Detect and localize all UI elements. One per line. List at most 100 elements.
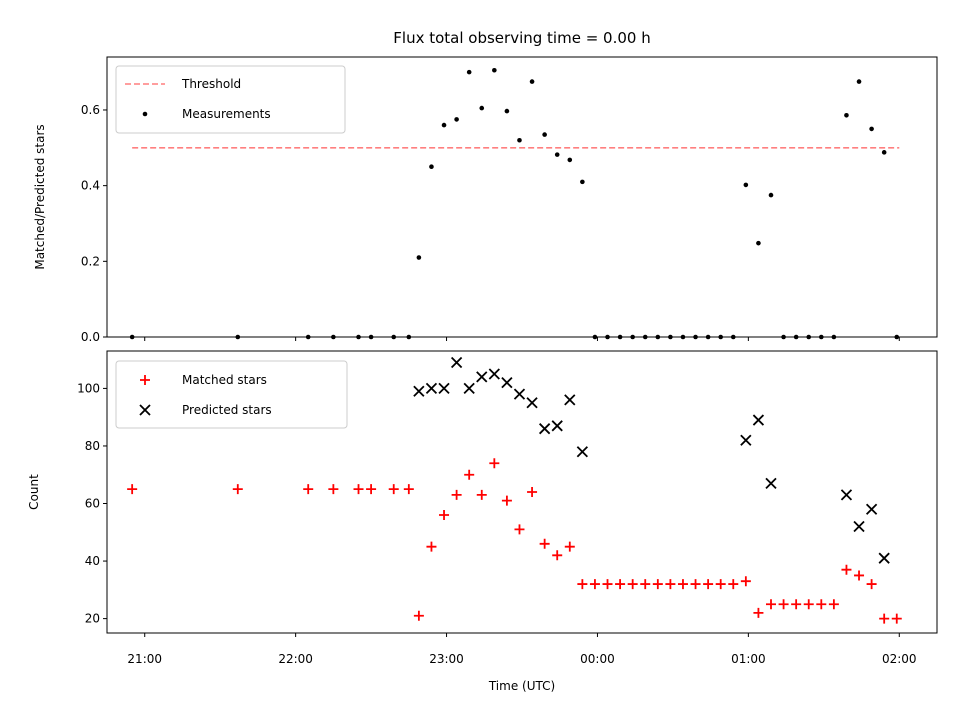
matched-star-point — [589, 579, 600, 590]
predicted-star-point — [564, 394, 576, 406]
matched-star-point — [690, 579, 701, 590]
predicted-star-point — [576, 446, 589, 458]
top-panel: 0.0 0.2 0.4 0.6 Threshold Measurements — [81, 56, 938, 344]
bottom-legend-box — [115, 360, 348, 429]
measurement-point — [869, 126, 874, 132]
matched-star-point — [388, 484, 399, 495]
matched-star-point — [778, 599, 789, 610]
matched-star-point — [426, 541, 437, 552]
measurement-point — [441, 122, 447, 128]
x-tick-label: 22:00 — [278, 652, 313, 666]
legend-matched-swatch — [140, 375, 150, 385]
legend-predicted-swatch — [139, 404, 151, 416]
top-y-tick-label: 0.0 — [81, 330, 100, 344]
x-tick-label: 21:00 — [127, 652, 162, 666]
matched-star-point — [854, 570, 865, 581]
matched-star-point — [803, 599, 814, 610]
predicted-star-point — [853, 520, 865, 533]
x-tick-label: 00:00 — [580, 652, 615, 666]
top-legend: Threshold Measurements — [115, 65, 346, 134]
matched-star-point — [439, 510, 450, 521]
matched-star-point — [753, 607, 764, 618]
matched-star-point — [866, 579, 877, 590]
matched-star-point — [841, 564, 852, 575]
measurement-point — [492, 67, 497, 73]
matched-star-point — [552, 550, 563, 561]
matched-star-point — [665, 579, 676, 590]
predicted-star-point — [413, 385, 425, 397]
measurement-point — [542, 132, 547, 137]
measurement-point — [529, 79, 535, 84]
matched-star-point — [703, 579, 714, 590]
predicted-star-point — [501, 377, 513, 389]
predicted-star-point — [463, 382, 475, 395]
x-tick-label: 01:00 — [731, 652, 766, 666]
matched-star-point — [652, 579, 663, 590]
matched-star-point — [816, 599, 827, 610]
bottom-y-tick-label: 80 — [85, 439, 100, 453]
predicted-star-point — [865, 503, 878, 515]
measurement-point — [454, 117, 459, 122]
matched-star-point — [791, 599, 802, 610]
bottom-plot-frame — [106, 350, 938, 634]
top-legend-box — [115, 65, 346, 134]
matched-star-point — [127, 484, 138, 495]
chart-title: Flux total observing time = 0.00 h — [393, 29, 650, 47]
matched-star-point — [740, 576, 751, 587]
matched-star-point — [766, 599, 776, 610]
legend-measurements-swatch — [142, 111, 148, 117]
top-y-tick-label: 0.4 — [81, 179, 100, 193]
matched-star-point — [514, 524, 525, 535]
x-axis-label: Time (UTC) — [488, 679, 555, 693]
predicted-star-point — [538, 423, 551, 435]
measurement-point — [554, 152, 560, 157]
matched-star-point — [501, 495, 512, 506]
matched-star-point — [527, 487, 538, 497]
top-plot-frame — [106, 56, 938, 338]
measurement-point — [429, 164, 434, 170]
bottom-y-axis-label: Count — [27, 474, 41, 510]
measurement-point — [416, 255, 422, 260]
predicted-star-point — [488, 368, 500, 380]
matched-star-point — [879, 613, 890, 624]
legend-measurements-label: Measurements — [182, 107, 271, 121]
bottom-panel: 20 40 60 80 100 21:00 22:00 23:00 00:00 01:00 02:0… — [77, 350, 938, 666]
matched-star-point — [677, 579, 688, 590]
legend-matched-label: Matched stars — [182, 373, 267, 387]
predicted-star-point — [551, 420, 563, 432]
matched-star-point — [577, 579, 588, 590]
matched-star-point — [476, 489, 487, 500]
matched-star-point — [366, 484, 377, 495]
matched-star-point — [627, 579, 638, 590]
predicted-star-point — [526, 397, 538, 409]
matched-star-point — [353, 484, 364, 495]
matched-star-point — [303, 484, 314, 495]
bottom-y-tick-label: 20 — [85, 612, 100, 626]
matched-star-point — [539, 538, 550, 549]
measurement-point — [844, 112, 849, 118]
matched-star-point — [728, 579, 739, 590]
predicted-star-point — [740, 434, 752, 446]
predicted-star-point — [752, 414, 765, 426]
predicted-star-point — [840, 489, 853, 501]
matched-star-point — [564, 541, 575, 552]
matched-star-point — [640, 579, 651, 590]
matched-star-point — [403, 484, 414, 495]
top-y-axis-label: Matched/Predicted stars — [33, 124, 47, 269]
predicted-star-point — [476, 371, 488, 383]
matched-star-point — [489, 458, 500, 469]
measurement-point — [756, 240, 761, 246]
top-y-tick-label: 0.2 — [81, 254, 100, 268]
measurement-point — [768, 192, 774, 198]
top-y-tick-label: 0.6 — [81, 103, 100, 117]
matched-star-point — [615, 579, 626, 590]
bottom-legend: Matched stars Predicted stars — [115, 360, 348, 429]
legend-predicted-label: Predicted stars — [182, 403, 272, 417]
measurement-point — [743, 182, 749, 188]
bottom-y-tick-label: 40 — [85, 554, 100, 568]
matched-star-point — [828, 599, 839, 610]
matched-star-point — [413, 610, 424, 621]
legend-threshold-label: Threshold — [181, 77, 241, 91]
bottom-y-tick-label: 100 — [77, 381, 100, 395]
